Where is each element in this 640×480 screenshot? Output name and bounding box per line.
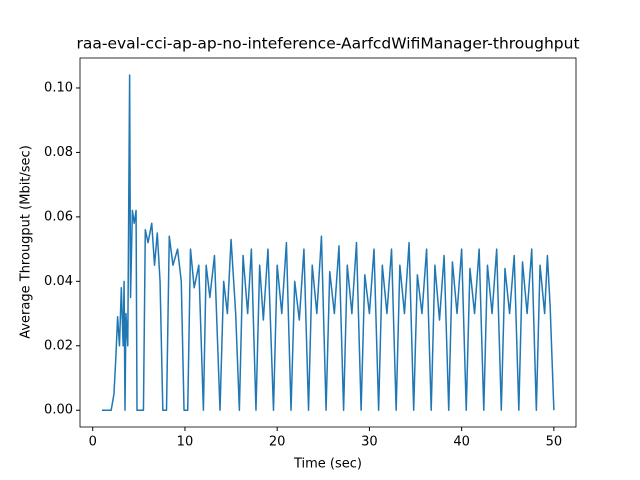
y-tick-label: 0.08 (44, 145, 73, 160)
y-tick-label: 0.00 (44, 403, 73, 418)
data-line (101, 74, 555, 411)
x-tick-label: 0 (89, 435, 97, 450)
y-axis-label: Average Througput (Mbit/sec) (19, 145, 34, 339)
x-tick-label: 50 (546, 435, 563, 450)
x-axis-label: Time (sec) (293, 457, 362, 472)
y-tick-label: 0.02 (44, 338, 73, 353)
x-tick-label: 10 (177, 435, 194, 450)
y-tick-label: 0.10 (44, 80, 73, 95)
plot-frame (79, 57, 577, 428)
x-tick-label: 20 (269, 435, 286, 450)
x-tick-label: 30 (361, 435, 378, 450)
y-tick-label: 0.06 (44, 209, 73, 224)
y-tick-label: 0.04 (44, 274, 73, 289)
x-tick-label: 40 (453, 435, 470, 450)
chart-title: raa-eval-cci-ap-ap-no-inteference-Aarfcd… (76, 35, 579, 53)
